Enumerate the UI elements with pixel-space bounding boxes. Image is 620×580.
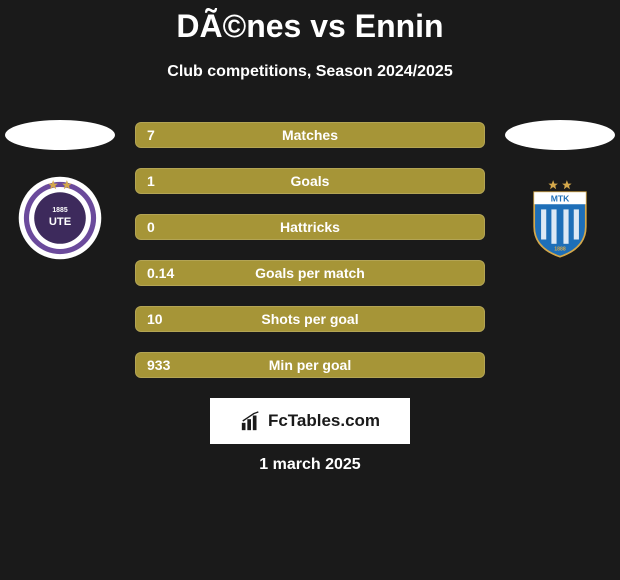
stat-label: Min per goal — [135, 357, 485, 373]
page-title: DÃ©nes vs Ennin — [0, 0, 620, 45]
stat-label: Goals — [135, 173, 485, 189]
right-team-crest: MTK 1888 — [517, 175, 603, 261]
stat-label: Goals per match — [135, 265, 485, 281]
stat-row-hattricks: 0 Hattricks — [135, 214, 485, 240]
team-right-column: MTK 1888 — [500, 120, 620, 261]
svg-text:UJPEST: UJPEST — [17, 175, 41, 177]
left-team-crest: 1885 UTE UJPEST — [17, 175, 103, 261]
subtitle: Club competitions, Season 2024/2025 — [0, 63, 620, 81]
team-left-column: 1885 UTE UJPEST — [0, 120, 120, 261]
svg-text:MTK: MTK — [551, 194, 570, 204]
svg-text:1885: 1885 — [52, 207, 67, 214]
right-player-ellipse — [505, 120, 615, 150]
date-label: 1 march 2025 — [0, 456, 620, 474]
stat-row-min-per-goal: 933 Min per goal — [135, 352, 485, 378]
svg-text:1888: 1888 — [554, 247, 566, 253]
stat-row-goals-per-match: 0.14 Goals per match — [135, 260, 485, 286]
stat-row-matches: 7 Matches — [135, 122, 485, 148]
stat-label: Shots per goal — [135, 311, 485, 327]
svg-text:UTE: UTE — [49, 216, 72, 228]
stat-row-shots-per-goal: 10 Shots per goal — [135, 306, 485, 332]
fctables-badge[interactable]: FcTables.com — [210, 398, 410, 444]
stat-row-goals: 1 Goals — [135, 168, 485, 194]
fctables-label: FcTables.com — [268, 411, 380, 431]
left-player-ellipse — [5, 120, 115, 150]
stat-label: Matches — [135, 127, 485, 143]
stats-container: 7 Matches 1 Goals 0 Hattricks 0.14 Goals… — [135, 122, 485, 378]
fctables-logo-icon — [240, 410, 262, 432]
stat-label: Hattricks — [135, 219, 485, 235]
